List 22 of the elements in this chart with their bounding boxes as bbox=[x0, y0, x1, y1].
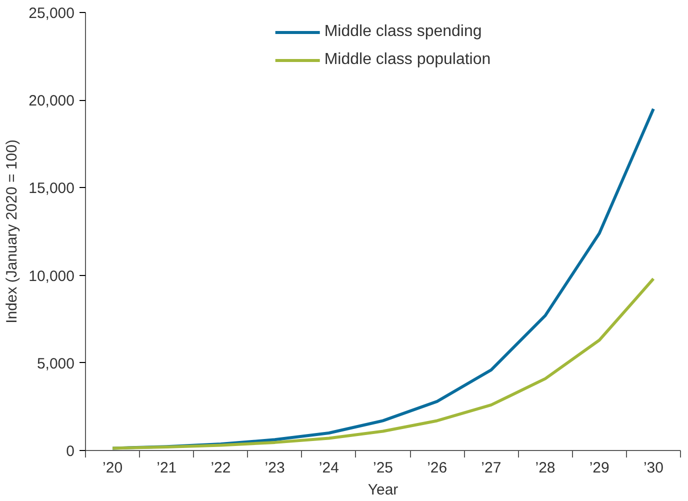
x-tick-label: ’29 bbox=[589, 460, 610, 476]
x-tick-label: ’25 bbox=[372, 460, 394, 476]
y-tick-label: 10,000 bbox=[28, 268, 75, 285]
legend-label: Middle class spending bbox=[324, 23, 482, 41]
x-tick-label: ’30 bbox=[643, 460, 664, 476]
y-axis-title: Index (January 2020 = 100) bbox=[4, 140, 21, 324]
y-tick-label: 0 bbox=[66, 443, 74, 460]
y-tick-label: 25,000 bbox=[28, 5, 75, 22]
x-tick-label: ’20 bbox=[102, 460, 123, 476]
y-tick-label: 5,000 bbox=[36, 355, 75, 372]
x-tick-label: ’21 bbox=[156, 460, 177, 476]
x-tick-label: ’23 bbox=[264, 460, 285, 476]
legend-label: Middle class population bbox=[324, 51, 491, 69]
x-tick-label: ’22 bbox=[210, 460, 231, 476]
y-tick-label: 20,000 bbox=[28, 92, 75, 110]
line-series bbox=[111, 277, 655, 450]
y-tick-label: 15,000 bbox=[28, 180, 75, 198]
x-tick-label: ’28 bbox=[535, 460, 556, 476]
x-tick-label: ’26 bbox=[427, 460, 448, 476]
x-tick-label: ’27 bbox=[481, 460, 502, 476]
x-axis-title: Year bbox=[368, 482, 398, 498]
x-tick-label: ’24 bbox=[318, 460, 339, 476]
